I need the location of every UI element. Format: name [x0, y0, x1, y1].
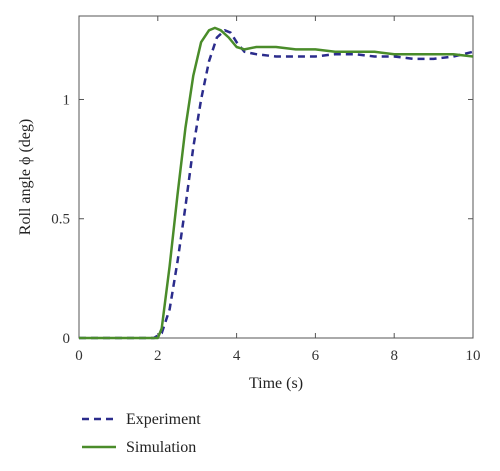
x-tick-label: 8 — [390, 348, 398, 364]
x-tick-label: 4 — [233, 348, 241, 364]
series-line-experiment — [79, 29, 474, 340]
legend: Experiment Simulation — [82, 411, 201, 456]
x-axis-title: Time (s) — [249, 375, 303, 392]
x-tick-label: 0 — [75, 348, 83, 364]
y-tick-label: 0 — [63, 331, 71, 347]
y-tick-label: 1 — [63, 92, 71, 108]
x-tick-label: 6 — [312, 348, 320, 364]
legend-label-simulation: Simulation — [126, 439, 196, 456]
legend-label-experiment: Experiment — [126, 411, 201, 428]
x-tick-label: 2 — [154, 348, 162, 364]
y-axis-title: Roll angle ϕ (deg) — [17, 119, 34, 235]
series-line-simulation — [79, 26, 474, 340]
x-tick-label: 10 — [466, 348, 481, 364]
axis-ticks — [78, 16, 474, 339]
series-layer — [79, 26, 474, 340]
y-tick-label: 0.5 — [51, 212, 70, 228]
plot-frame — [78, 15, 474, 339]
tick-labels: 0 2 4 6 8 10 0 0.5 1 — [51, 92, 480, 364]
